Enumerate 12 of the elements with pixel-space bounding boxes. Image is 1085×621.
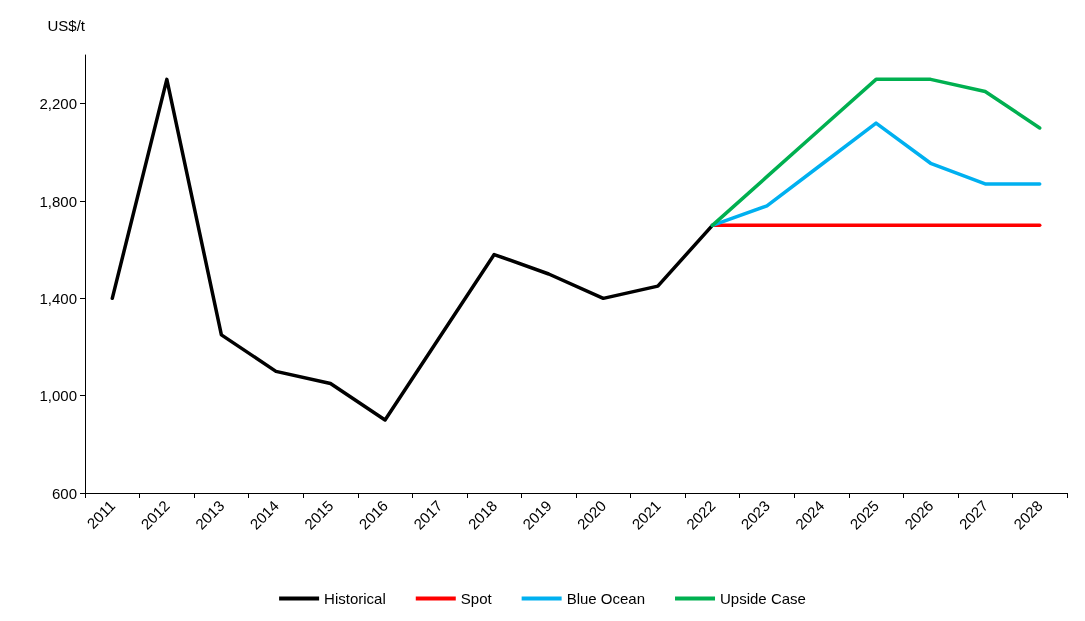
line-series (710, 77, 1042, 228)
y-tick-label: 1,400 (39, 289, 77, 307)
y-tick-label: 1,000 (39, 387, 77, 405)
legend-label: Upside Case (720, 590, 806, 607)
y-axis-title: US$/t (47, 17, 86, 34)
legend-label: Spot (460, 590, 493, 607)
legend-label: Historical (324, 590, 386, 607)
y-tick-label: 2,200 (39, 95, 77, 113)
line-series (110, 77, 715, 422)
legend-label: Blue Ocean (566, 590, 646, 607)
y-tick-label: 600 (51, 484, 77, 502)
y-tick-label: 1,800 (39, 192, 77, 210)
